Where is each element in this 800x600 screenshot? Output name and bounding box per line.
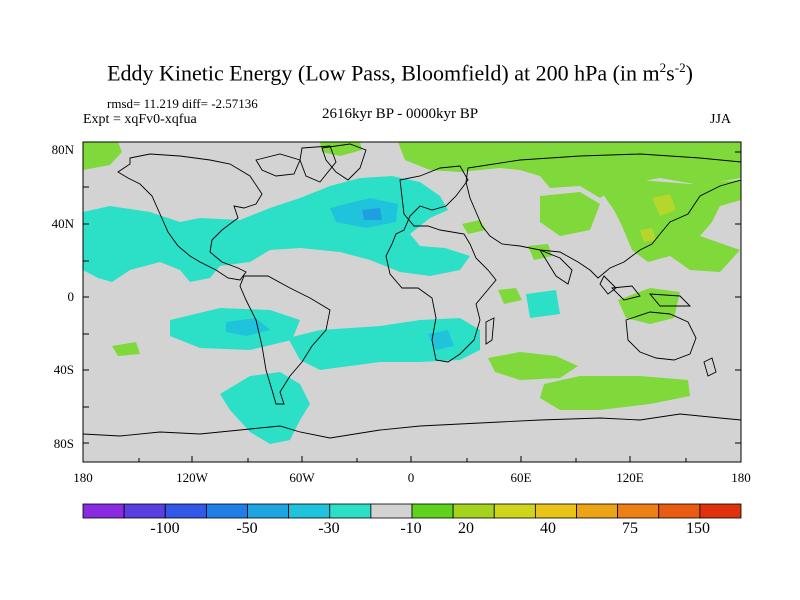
colorbar-label: -100: [150, 520, 180, 537]
colorbar-swatch: [452, 503, 495, 519]
stats-label: rmsd= 11.219 diff= -2.57136: [107, 96, 258, 111]
colorbar-swatch: [288, 503, 331, 519]
colorbar-swatch: [370, 503, 413, 519]
colorbar-swatch: [164, 503, 207, 519]
lon-label-60w: 60W: [289, 470, 315, 485]
colorbar-label: -30: [318, 520, 340, 537]
season-label: JJA: [710, 112, 732, 127]
colorbar-swatch: [247, 503, 290, 519]
map-frame: [82, 141, 742, 463]
colorbar-label: -50: [236, 520, 258, 537]
lon-label-180e: 180: [731, 470, 751, 485]
colorbar-swatch: [123, 503, 166, 519]
lon-label-60e: 60E: [510, 470, 532, 485]
period-label: 2616kyr BP - 0000kyr BP: [321, 106, 479, 122]
colorbar-swatch: [411, 503, 454, 519]
colorbar-swatch: [205, 503, 248, 519]
axis-ticks: [82, 141, 742, 462]
lat-label-80s: 80S: [53, 436, 74, 451]
colorbar: [82, 503, 742, 519]
colorbar-swatch: [493, 503, 536, 519]
map-panel: [83, 142, 741, 462]
colorbar-swatch: [534, 503, 577, 519]
colorbar-swatch: [576, 503, 619, 519]
lat-label-40n: 40N: [51, 216, 74, 231]
colorbar-swatch: [82, 503, 125, 519]
plot-title: Eddy Kinetic Energy (Low Pass, Bloomfiel…: [107, 60, 693, 86]
lon-label-0: 0: [407, 470, 415, 485]
colorbar-label: 40: [540, 520, 556, 537]
negative-core-areas: [362, 208, 382, 220]
lat-label-0: 0: [67, 289, 75, 304]
colorbar-swatch: [617, 503, 660, 519]
lon-label-180w: 180: [73, 470, 93, 485]
lat-label-40s: 40S: [53, 362, 74, 377]
colorbar-label: -10: [400, 520, 422, 537]
colorbar-label: 75: [622, 520, 638, 537]
colorbar-swatch: [658, 503, 701, 519]
colorbar-label: 20: [458, 520, 474, 537]
colorbar-swatch: [329, 503, 372, 519]
positive-anomaly-areas: [83, 142, 741, 410]
experiment-label: Expt = xqFv0-xqfua: [83, 112, 197, 127]
positive-strong-areas: [640, 194, 676, 242]
lat-label-80n: 80N: [51, 142, 74, 157]
coastlines: [83, 143, 741, 439]
colorbar-swatch: [699, 503, 742, 519]
colorbar-label: 150: [686, 520, 710, 537]
lon-label-120e: 120E: [616, 470, 644, 485]
lon-label-120w: 120W: [176, 470, 208, 485]
